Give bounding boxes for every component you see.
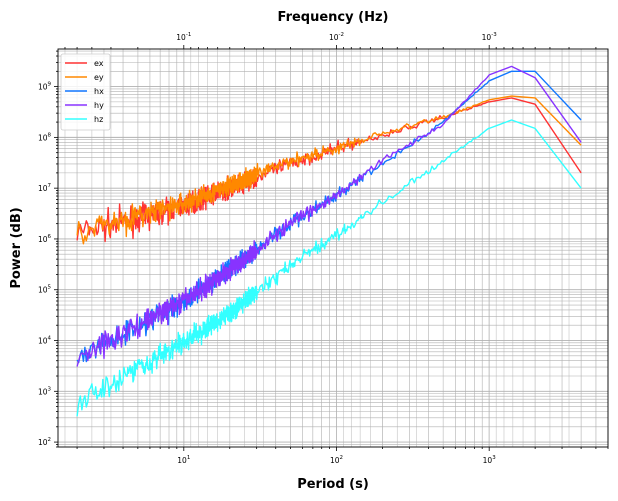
plot-frame [57,48,609,448]
y-tick-label: 104 [38,336,52,346]
x2-tick-label: 10-2 [329,32,344,42]
tick-labels: 101 102 103 10-1 10-2 10-3 102 103 104 105 106 107 1… [38,32,497,465]
legend-label-ey: ey [94,73,104,82]
x-tick-label: 103 [483,455,497,465]
legend-label-hx: hx [94,87,104,96]
legend-box [60,53,111,131]
y-tick-label: 105 [38,285,52,295]
series-line-ey [76,95,582,245]
x2-tick-label: 10-1 [176,32,191,42]
y-tick-label: 109 [38,82,52,92]
top-axis-label: Frequency (Hz) [278,10,389,25]
y-tick-label: 108 [38,132,52,142]
series-line-hz [76,119,582,417]
series-layer [76,65,582,417]
axis-ticks [54,45,609,451]
legend-label-hy: hy [94,101,104,110]
y-axis-label: Power (dB) [9,207,24,288]
y-tick-label: 102 [38,437,51,447]
legend-label-hz: hz [94,115,103,124]
x-tick-label: 102 [330,455,343,465]
y-tick-label: 106 [38,234,52,244]
y-tick-label: 107 [38,183,52,193]
x2-tick-label: 10-3 [482,32,498,42]
series-line-hy [76,65,582,367]
grid-lines [58,49,609,448]
legend: ex ey hx hy hz [60,53,111,131]
x-tick-label: 101 [177,455,190,465]
x-axis-label: Period (s) [297,477,369,492]
legend-label-ex: ex [94,59,104,68]
y-tick-label: 103 [38,386,52,396]
